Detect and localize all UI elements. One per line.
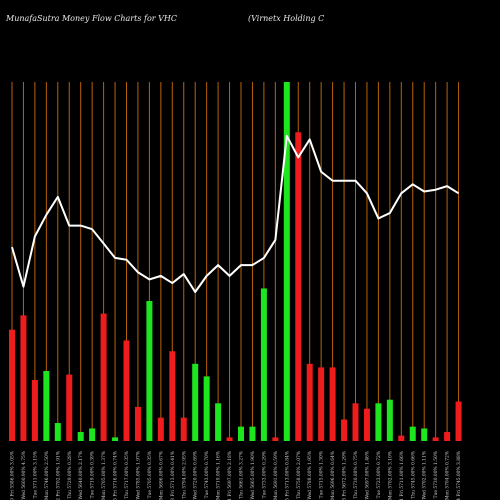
x-tick-label: 12 Tue 5705.00% 0.35% [148, 451, 153, 500]
money-flow-bar [398, 435, 405, 441]
money-flow-bar [169, 351, 176, 441]
x-tick-label: 13 Wed 5785.00% 1.97% [136, 451, 141, 500]
x-tick-label: 28 Mon 5691.00% 0.59% [274, 451, 279, 500]
x-tick-label: 29 Fri 5586.00% 3.05% [11, 451, 16, 500]
money-flow-bar [146, 300, 153, 441]
money-flow-bar [352, 403, 359, 441]
x-tick-label: 25 Mon 5746.00% 2.50% [45, 451, 50, 500]
x-tick-label: 11 Mon 5696.00% 0.67% [159, 451, 164, 500]
money-flow-line [11, 134, 460, 294]
x-tick-label: 04 Fri 5745.00% 3.88% [457, 451, 462, 500]
x-tick-label: 07 Thu 5794.00% 2.95% [182, 451, 187, 500]
money-flow-bar [272, 437, 279, 441]
x-tick-label: 22 Fri 5702.00% 1.91% [56, 451, 61, 500]
money-flow-bar [77, 432, 84, 441]
x-tick-label: 31 Thu 5661.00% 3.27% [240, 451, 245, 500]
money-flow-bar [180, 417, 187, 441]
money-flow-bar [215, 403, 222, 441]
money-flow-bar [89, 428, 96, 441]
x-tick-label: 18 Fri 5672.00% 1.29% [343, 451, 348, 500]
money-flow-bar [226, 437, 233, 441]
x-tick-label: 04 Mon 5719.00% 1.16% [217, 451, 222, 500]
money-flow-bar [192, 363, 199, 441]
money-flow-bar [432, 437, 439, 441]
money-flow-bar [260, 288, 267, 441]
x-tick-label: 14 Mon 5702.00% 3.10% [388, 451, 393, 500]
money-flow-bar [318, 367, 325, 441]
money-flow-bar [283, 82, 290, 441]
x-tick-label: 08 Tue 5730.00% 1.50% [434, 451, 439, 500]
x-tick-label: 11 Fri 5711.00% 1.66% [400, 451, 405, 500]
money-flow-bar [386, 399, 393, 441]
x-tick-label: 22 Tue 5715.00% 1.30% [320, 451, 325, 500]
money-flow-bar [54, 423, 61, 441]
x-tick-label: 24 Thu 5758.00% 2.07% [297, 451, 302, 500]
money-flow-bar [238, 426, 244, 441]
x-tick-label: 05 Tue 5743.00% 0.70% [205, 451, 210, 500]
money-flow-bar [134, 406, 141, 441]
grid-lines [11, 82, 460, 441]
x-tick-label: 18 Mon 5705.00% 1.37% [102, 451, 107, 500]
x-tick-label: 25 Fri 5713.00% 0.84% [285, 451, 290, 500]
money-flow-bar [249, 426, 256, 441]
money-flow-bar [66, 374, 73, 441]
money-flow-bar [43, 370, 50, 441]
x-tick-label: 06 Wed 5720.00% 0.69% [194, 451, 199, 500]
x-tick-label: 14 Thu 5717.00% 0.35% [125, 451, 130, 500]
x-tick-label: 20 Wed 5640.00% 2.17% [79, 451, 84, 500]
money-flow-bar [157, 417, 164, 441]
money-flow-bar [341, 419, 348, 441]
money-flow-bar [363, 408, 370, 441]
chart-subtitle: (Virnetx Holding C [248, 14, 325, 23]
x-tick-labels: 29 Fri 5586.00% 3.05% 27 Wed 5600.90% 4.7… [11, 451, 463, 500]
x-tick-label: 07 Mon 5704.00% 0.72% [446, 451, 451, 500]
money-flow-bar [444, 432, 451, 441]
money-flow-bar [100, 313, 107, 441]
x-tick-label: 10 Thu 5745.00% 0.66% [411, 451, 416, 500]
chart-title: MunafaSutra Money Flow Charts for VHC [6, 14, 178, 23]
money-flow-bar [112, 437, 119, 441]
money-flow-bar [375, 403, 382, 441]
x-tick-label: 26 Tue 5711.00% 3.15% [33, 451, 38, 500]
money-flow-bar [20, 315, 27, 441]
money-flow-bar [31, 379, 38, 441]
x-tick-label: 17 Thu 5730.00% 0.75% [354, 451, 359, 500]
x-tick-label: 23 Wed 5788.00% 1.95% [308, 451, 313, 500]
money-flow-bar [306, 363, 313, 441]
x-tick-label: 09 Wed 5702.00% 1.11% [423, 451, 428, 500]
x-tick-label: 21 Mon 5696.00% 0.64% [331, 451, 336, 500]
x-tick-label: 15 Tue 5723.00% 0.72% [377, 451, 382, 500]
money-flow-bar [455, 401, 462, 441]
x-tick-label: 16 Wed 5697.00% 1.46% [365, 451, 370, 500]
money-flow-bar [203, 376, 210, 441]
money-flow-bar [9, 329, 15, 441]
money-flow-bars [9, 82, 462, 441]
money-flow-bar [295, 132, 302, 441]
money-flow-bar [409, 426, 416, 441]
money-flow-bar [329, 367, 336, 441]
money-flow-bar [421, 428, 428, 441]
x-tick-label: 08 Fri 5713.00% 0.41% [171, 451, 176, 500]
x-tick-label: 15 Fri 5716.00% 0.74% [114, 451, 119, 500]
x-tick-label: 19 Tue 5719.00% 0.39% [91, 451, 96, 500]
x-tick-label: 30 Wed 5665.00% 1.90% [251, 451, 256, 500]
x-tick-label: 27 Wed 5600.90% 4.75% [22, 451, 27, 500]
x-tick-label: 29 Tue 5733.00% 0.29% [262, 451, 267, 500]
money-flow-bar [123, 340, 130, 441]
x-tick-label: 01 Fri 5697.00% 2.18% [228, 451, 233, 500]
x-tick-label: 21 Thu 5729.00% 0.28% [68, 451, 73, 500]
